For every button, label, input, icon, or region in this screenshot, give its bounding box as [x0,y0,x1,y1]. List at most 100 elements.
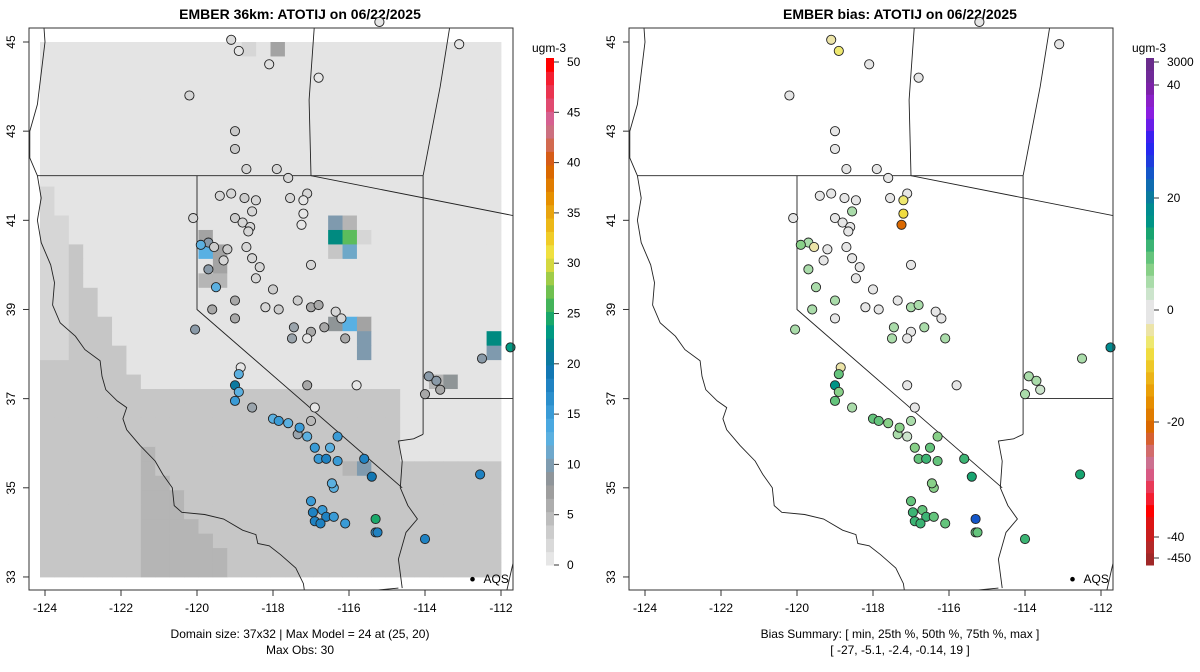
station-marker [271,164,282,175]
model-grid-cell [54,85,70,101]
model-grid-cell [457,331,473,347]
model-grid-cell [140,128,156,144]
model-grid-cell [212,42,228,57]
model-grid-cell [97,157,113,173]
model-grid-cell [83,273,99,289]
station-marker [814,190,825,201]
model-grid-cell [212,374,228,390]
colorbar-swatch [546,404,554,419]
model-grid-cell [40,229,55,245]
station-marker [867,284,879,295]
model-grid-cell [241,475,257,491]
model-grid-cell [443,461,459,477]
model-grid-cell [299,389,315,404]
border-ca-mexico [973,587,999,590]
model-grid-cell [342,244,358,260]
colorbar-swatch [1146,335,1154,349]
model-grid-cell [256,128,271,144]
model-grid-cell [256,490,271,506]
model-grid-cell [256,215,271,231]
model-grid-cell [284,360,300,375]
model-grid-cell [169,389,185,404]
station-marker [790,324,801,335]
model-grid-cell [97,287,113,303]
model-grid-cell [184,70,199,86]
model-grid-cell [140,533,156,549]
colorbar-swatch [1146,492,1154,506]
model-grid-cell [472,360,487,375]
station-marker [226,188,237,199]
model-grid-cell [227,417,243,433]
model-grid-cell [169,461,185,477]
model-grid-cell [414,360,430,375]
model-grid-cell [356,114,372,130]
x-tick-label: -122 [109,601,133,615]
colorbar-swatch [546,218,554,232]
model-grid-cell [169,302,185,318]
station-marker [873,415,884,426]
model-grid-cell [342,258,358,274]
model-grid-cell [256,562,271,578]
y-tick-label: 39 [4,302,18,316]
model-grid-cell [284,229,300,245]
station-marker [1105,342,1116,353]
model-grid-cell [472,229,487,245]
station-marker [298,208,309,219]
station-marker [894,422,905,433]
station-marker [909,442,920,453]
colorbar-tick-label: 40 [1167,78,1181,92]
model-grid-cell [428,143,444,159]
colorbar-tick-label: 40 [567,156,581,170]
model-grid-cell [83,490,99,506]
model-grid-cell [54,446,70,462]
model-grid-cell [400,417,415,433]
station-marker [210,282,222,293]
model-grid-cell [457,201,473,216]
model-grid-cell [472,99,487,115]
model-grid-cell [428,186,444,202]
model-grid-cell [184,56,199,72]
model-grid-cell [342,562,358,578]
model-grid-cell [486,490,502,506]
colorbar-swatch [546,178,554,192]
colorbar-swatch [546,151,554,166]
model-grid-cell [83,287,99,303]
model-grid-cell [126,432,142,448]
model-grid-cell [256,331,271,347]
model-grid-cell [428,42,444,57]
model-grid-cell [54,229,70,245]
colorbar-tick-label: 3000 [1167,55,1194,69]
model-grid-cell [472,548,487,563]
colorbar-swatch [1146,383,1154,397]
colorbar-swatch [1146,516,1154,530]
model-grid-cell [83,201,99,216]
colorbar-swatch [546,444,554,459]
model-grid-cell [169,42,185,57]
model-grid-cell [443,345,459,361]
model-grid-cell [212,201,228,216]
model-grid-cell [342,461,358,477]
model-grid-cell [472,143,487,159]
station-marker [1019,534,1031,545]
model-grid-cell [97,519,113,535]
station-marker [974,16,985,27]
model-grid-cell [198,374,214,390]
colorbar-tick-label: 35 [567,206,581,220]
model-grid-cell [328,360,343,375]
model-grid-cell [97,562,113,578]
model-grid-cell [472,287,487,303]
model-grid-cell [126,215,142,231]
model-grid-cell [40,201,55,216]
model-grid-cell [414,70,430,86]
model-grid-cell [284,42,300,57]
model-grid-cell [198,475,214,491]
model-grid-cell [241,562,257,578]
model-grid-cell [486,229,502,245]
model-grid-cell [342,229,358,245]
model-grid-cell [328,244,343,260]
model-grid-cell [126,302,142,318]
model-grid-cell [140,331,156,347]
model-grid-cell [83,403,99,419]
model-grid-cell [342,186,358,202]
colorbar-swatch [546,351,554,366]
